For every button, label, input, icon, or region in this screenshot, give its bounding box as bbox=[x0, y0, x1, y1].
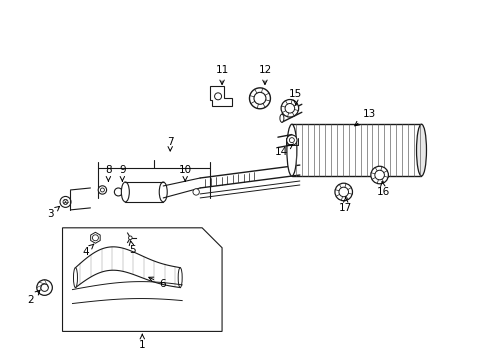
Text: 12: 12 bbox=[258, 66, 271, 85]
Ellipse shape bbox=[178, 268, 182, 288]
Text: 7: 7 bbox=[166, 137, 173, 151]
Polygon shape bbox=[62, 228, 222, 332]
Circle shape bbox=[370, 166, 387, 184]
Text: 14: 14 bbox=[275, 144, 293, 157]
Circle shape bbox=[334, 183, 352, 201]
Text: 15: 15 bbox=[288, 89, 302, 105]
Text: 10: 10 bbox=[178, 165, 191, 181]
Polygon shape bbox=[90, 232, 100, 243]
Ellipse shape bbox=[73, 268, 77, 288]
Polygon shape bbox=[210, 86, 232, 106]
Text: 17: 17 bbox=[338, 197, 352, 213]
Circle shape bbox=[338, 187, 348, 197]
Text: 13: 13 bbox=[354, 109, 375, 126]
Text: 4: 4 bbox=[82, 244, 94, 257]
Text: 9: 9 bbox=[119, 165, 125, 181]
Text: 3: 3 bbox=[47, 206, 60, 219]
Ellipse shape bbox=[159, 182, 167, 202]
Circle shape bbox=[128, 236, 132, 239]
Circle shape bbox=[92, 235, 98, 241]
Ellipse shape bbox=[286, 124, 296, 176]
Text: 2: 2 bbox=[27, 290, 40, 305]
Circle shape bbox=[63, 199, 68, 204]
Text: 6: 6 bbox=[148, 277, 165, 289]
Circle shape bbox=[281, 99, 298, 117]
Circle shape bbox=[100, 188, 104, 192]
Circle shape bbox=[114, 188, 122, 196]
Ellipse shape bbox=[416, 124, 426, 176]
Circle shape bbox=[193, 189, 199, 195]
Circle shape bbox=[374, 170, 384, 180]
Circle shape bbox=[214, 93, 221, 100]
Text: 5: 5 bbox=[129, 241, 135, 255]
Circle shape bbox=[98, 186, 106, 194]
Ellipse shape bbox=[121, 182, 129, 202]
Ellipse shape bbox=[279, 114, 284, 122]
Text: 8: 8 bbox=[105, 165, 111, 181]
Circle shape bbox=[253, 92, 265, 104]
Text: 16: 16 bbox=[376, 181, 389, 197]
Circle shape bbox=[285, 103, 294, 113]
Circle shape bbox=[249, 88, 270, 109]
Text: 1: 1 bbox=[139, 334, 145, 350]
Circle shape bbox=[289, 138, 294, 143]
Circle shape bbox=[60, 197, 71, 207]
Circle shape bbox=[37, 280, 52, 295]
Circle shape bbox=[41, 284, 48, 291]
Circle shape bbox=[286, 135, 296, 145]
Text: 11: 11 bbox=[215, 66, 228, 85]
